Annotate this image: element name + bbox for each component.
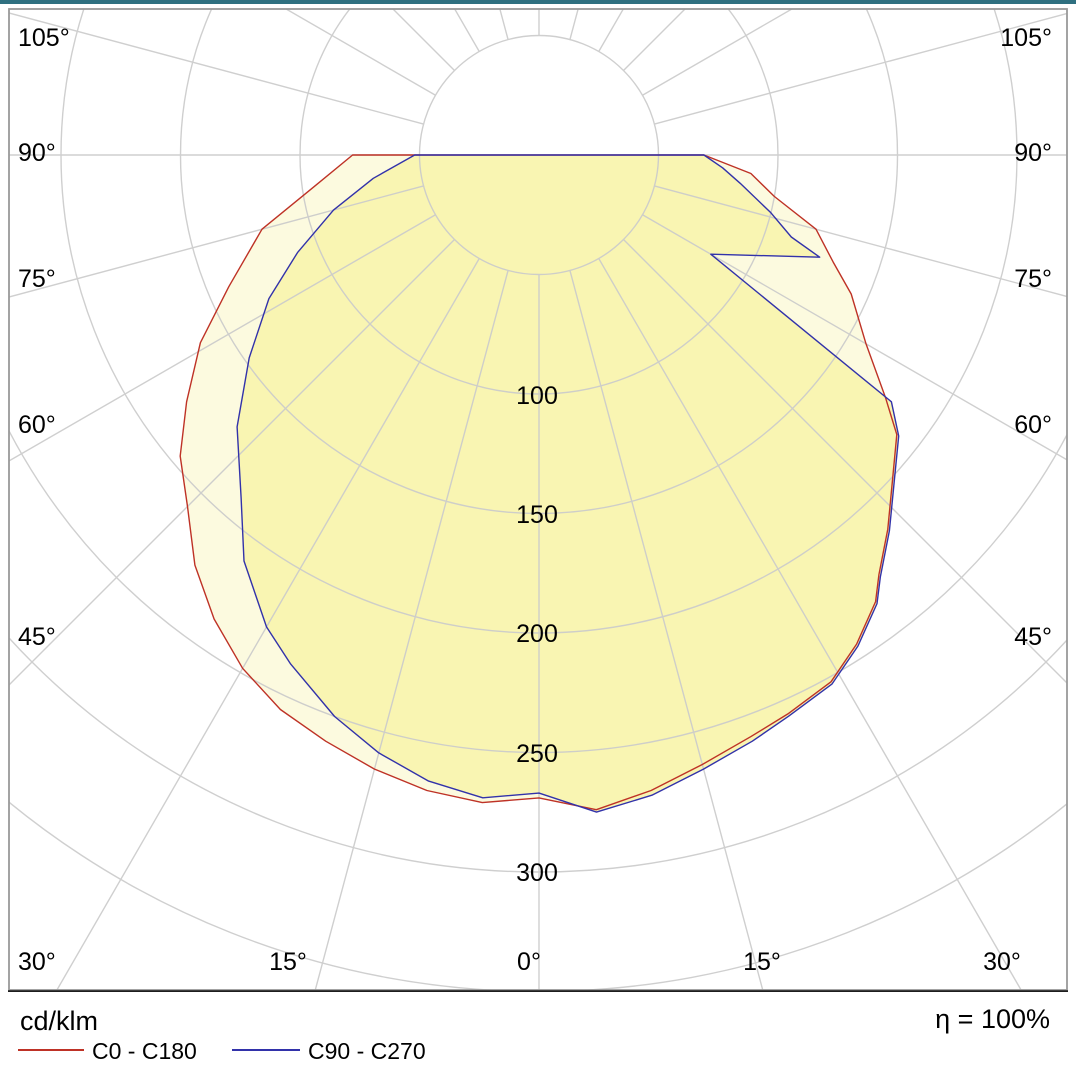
gamma-angle-label: 90°	[18, 139, 56, 167]
plot-frame	[8, 8, 1068, 991]
series-curve-0	[179, 154, 898, 811]
gamma-angle-label: 15°	[743, 948, 781, 976]
window-top-accent-bar	[0, 0, 1076, 4]
gamma-angle-label: 105°	[18, 24, 70, 52]
grid-ray-300	[9, 214, 436, 462]
ring-value-label: 250	[516, 740, 558, 768]
gamma-angle-label: 105°	[1000, 24, 1052, 52]
ring-value-label: 300	[516, 859, 558, 887]
gamma-angle-label: 0°	[517, 948, 541, 976]
grid-ray-45	[623, 239, 1067, 684]
grid-ray-315	[9, 239, 455, 686]
legend-line-c0-c180	[18, 1049, 84, 1051]
grid-ray-15	[569, 270, 764, 990]
legend-label-c0-c180: C0 - C180	[92, 1038, 197, 1064]
grid-ray-330	[56, 258, 480, 990]
ring-value-label: 100	[516, 382, 558, 410]
gamma-angle-label: 30°	[18, 948, 56, 976]
legend-line-c90-c270	[232, 1049, 300, 1051]
grid-ray-60	[642, 214, 1067, 461]
gamma-angle-label: 45°	[18, 623, 56, 651]
gamma-angle-label: 45°	[1014, 623, 1052, 651]
gamma-angle-label: 60°	[1014, 411, 1052, 439]
gamma-angle-label: 15°	[269, 948, 307, 976]
grid-ray-255	[9, 12, 424, 125]
series-curve-1	[236, 154, 900, 813]
series-fill-1	[237, 155, 899, 813]
grid-ray-30	[598, 258, 1022, 990]
ring-value-label: 150	[516, 501, 558, 529]
grid-ray-105	[654, 12, 1067, 125]
gamma-angle-label: 75°	[18, 265, 56, 293]
efficiency-label: η = 100%	[935, 1004, 1050, 1034]
legend-label-c90-c270: C90 - C270	[308, 1038, 426, 1064]
gamma-angle-label: 75°	[1014, 265, 1052, 293]
grid-ray-285	[9, 185, 424, 298]
chart-footer: cd/klm η = 100% C0 - C180 C90 - C270	[0, 992, 1076, 1074]
unit-label: cd/klm	[20, 1006, 99, 1036]
gamma-angle-label: 30°	[983, 948, 1021, 976]
grid-ray-345	[314, 270, 509, 990]
ring-value-label: 200	[516, 620, 558, 648]
grid-ray-75	[654, 185, 1067, 298]
gamma-angle-label: 60°	[18, 411, 56, 439]
gamma-angle-label: 90°	[1014, 139, 1052, 167]
